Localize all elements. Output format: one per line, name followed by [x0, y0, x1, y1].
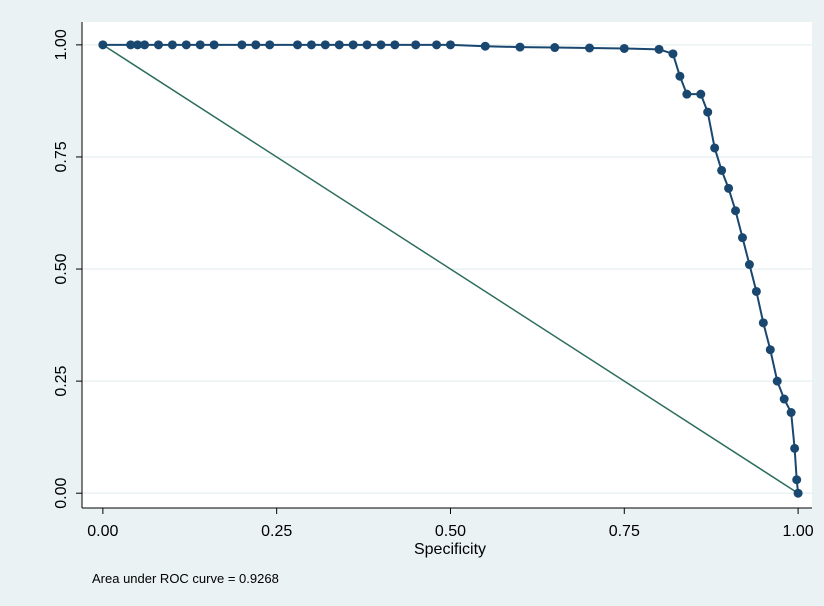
roc-point: [167, 40, 177, 50]
y-tick-label: 0.50: [53, 253, 70, 284]
roc-point: [445, 40, 455, 50]
roc-point: [675, 71, 685, 81]
roc-point: [98, 40, 108, 50]
roc-point: [348, 40, 358, 50]
y-tick-label: 0.00: [53, 478, 70, 509]
roc-point: [480, 41, 490, 51]
roc-point: [790, 443, 800, 453]
roc-point: [696, 89, 706, 99]
roc-point: [772, 376, 782, 386]
roc-point: [668, 49, 678, 59]
roc-point: [737, 233, 747, 243]
roc-point: [133, 40, 143, 50]
roc-point: [710, 143, 720, 153]
roc-point: [265, 40, 275, 50]
roc-point: [793, 488, 803, 498]
roc-point: [758, 318, 768, 328]
reference-line: [102, 44, 799, 494]
roc-point: [140, 40, 150, 50]
x-tick-label: 0.75: [609, 523, 640, 540]
roc-point: [515, 42, 525, 52]
roc-point: [376, 40, 386, 50]
roc-point: [411, 40, 421, 50]
roc-point: [306, 40, 316, 50]
roc-point: [237, 40, 247, 50]
roc-point: [550, 43, 560, 53]
roc-point: [731, 206, 741, 216]
roc-point: [126, 40, 136, 50]
roc-point: [786, 408, 796, 418]
x-tick-label: 0.25: [261, 523, 292, 540]
roc-point: [682, 89, 692, 99]
roc-point: [334, 40, 344, 50]
roc-point: [390, 40, 400, 50]
roc-point: [654, 44, 664, 54]
roc-point: [585, 43, 595, 53]
roc-point: [703, 107, 713, 117]
y-tick-label: 0.25: [53, 365, 70, 396]
plot-area: [82, 22, 812, 508]
roc-point: [320, 40, 330, 50]
roc-point: [293, 40, 303, 50]
roc-point: [251, 40, 261, 50]
roc-point: [751, 286, 761, 296]
roc-point: [432, 40, 442, 50]
x-tick-label: 1.00: [783, 523, 814, 540]
y-tick-label: 0.75: [53, 141, 70, 172]
note: Area under ROC curve = 0.9268: [92, 571, 279, 586]
roc-point: [724, 183, 734, 193]
roc-point: [362, 40, 372, 50]
roc-point: [744, 260, 754, 270]
roc-point: [779, 394, 789, 404]
roc-point: [765, 345, 775, 355]
y-tick-label: 1.00: [53, 29, 70, 60]
roc-point: [209, 40, 219, 50]
x-axis-title: Specificity: [414, 541, 486, 558]
roc-point: [195, 40, 205, 50]
x-tick-label: 0.00: [87, 523, 118, 540]
roc-point: [717, 165, 727, 175]
roc-point: [181, 40, 191, 50]
roc-point: [792, 475, 802, 485]
roc-point: [153, 40, 163, 50]
x-tick-label: 0.50: [435, 523, 466, 540]
roc-point: [619, 43, 629, 53]
